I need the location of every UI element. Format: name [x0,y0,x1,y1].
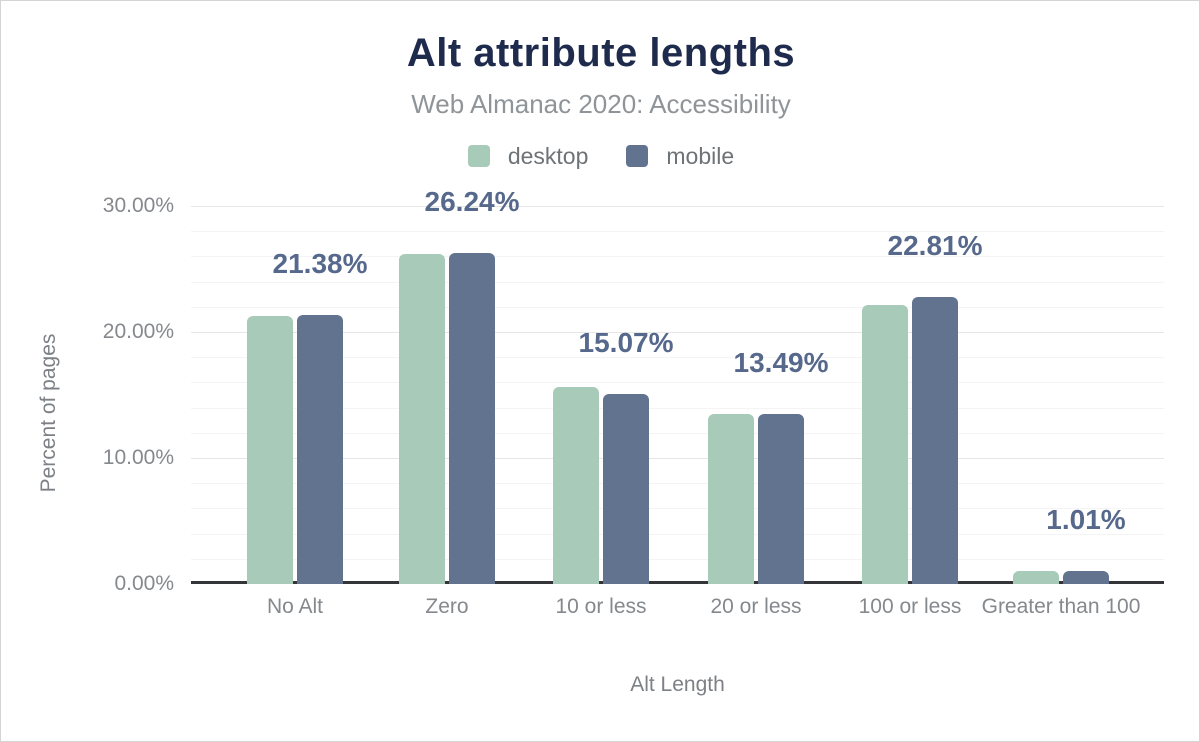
bar-desktop-5 [862,305,908,584]
data-label: 13.49% [733,347,829,379]
x-axis-title: Alt Length [630,673,725,696]
bar-mobile-6 [1063,571,1109,584]
chart-subtitle: Web Almanac 2020: Accessibility [411,89,791,119]
minor-gridline [191,382,1164,384]
bar-desktop-3 [553,387,599,584]
x-axis-tick-label: No Alt [266,595,324,618]
major-gridline [191,458,1164,459]
data-label: 15.07% [578,327,674,359]
data-label: 1.01% [1046,504,1126,536]
bar-mobile-5 [912,296,958,584]
bar-desktop-1 [247,315,293,584]
major-gridline [191,332,1164,333]
bar-desktop-2 [399,254,445,584]
x-axis-tick-label: Greater than 100 [981,595,1141,618]
bar-desktop-6 [1013,571,1059,584]
minor-gridline [191,281,1164,283]
x-axis-line [191,581,1164,584]
minor-gridline [191,432,1164,434]
bar-mobile-4 [758,414,804,584]
minor-gridline [191,256,1164,258]
minor-gridline [191,357,1164,359]
minor-gridline [191,231,1164,233]
chart-title: Alt attribute lengths [406,31,796,75]
x-axis-tick-label: 20 or less [710,595,802,618]
legend-label-desktop: desktop [507,142,589,169]
minor-gridline [191,508,1164,510]
y-axis-tick-label: 0.00% [114,572,174,595]
minor-gridline [191,558,1164,560]
major-gridline [191,206,1164,207]
y-axis-tick-label: 10.00% [102,446,174,469]
data-label: 26.24% [424,186,520,218]
bar-mobile-1 [297,314,343,584]
legend-swatch-mobile [626,145,649,167]
legend-item-desktop: desktop [467,142,589,170]
bar-desktop-4 [708,414,754,584]
y-axis-tick-label: 30.00% [102,194,174,217]
chart-legend: desktop mobile [1,141,1199,171]
data-label: 21.38% [272,247,368,279]
x-axis-tick-label: 100 or less [858,595,962,618]
minor-gridline [191,407,1164,409]
y-axis-tick-label: 20.00% [102,320,174,343]
minor-gridline [191,306,1164,308]
legend-swatch-desktop [467,145,490,167]
x-axis-tick-label: 10 or less [555,595,647,618]
legend-label-mobile: mobile [666,142,735,169]
data-label: 22.81% [887,229,983,261]
legend-item-mobile: mobile [626,143,734,170]
bar-mobile-3 [603,394,649,584]
minor-gridline [191,533,1164,535]
bar-mobile-2 [449,253,495,584]
x-axis-tick-label: Zero [425,595,469,618]
minor-gridline [191,483,1164,485]
